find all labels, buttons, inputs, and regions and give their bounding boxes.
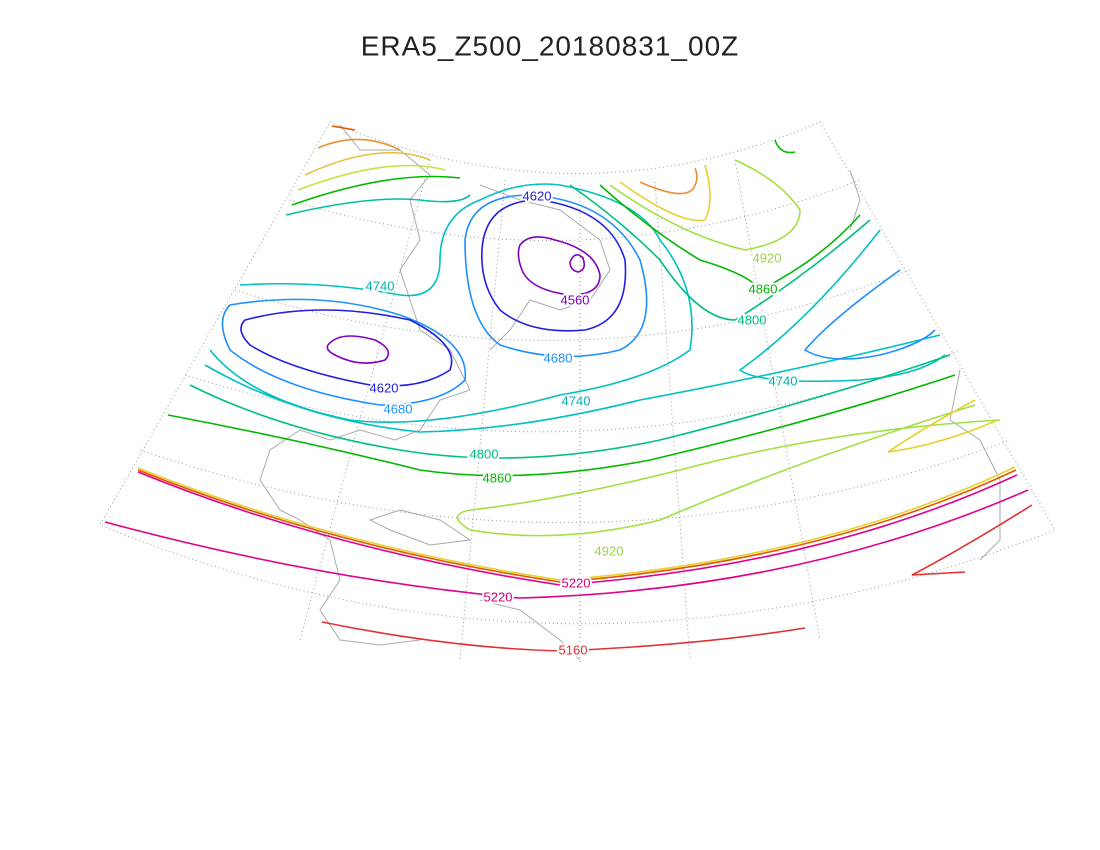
contour-line <box>285 194 471 216</box>
contour-line <box>619 164 711 222</box>
contour-label: 4920 <box>595 543 624 558</box>
contour-label: 4680 <box>384 401 413 416</box>
coastline <box>368 509 472 546</box>
meridian <box>299 159 431 641</box>
contour-line <box>599 184 861 292</box>
contour-label: 4620 <box>523 188 552 203</box>
contour-line <box>803 269 936 360</box>
contour-label: 4680 <box>544 350 573 365</box>
contour-line <box>911 504 1033 576</box>
contour-line <box>331 125 356 131</box>
contour-line <box>321 621 806 652</box>
contour-line <box>104 489 1029 599</box>
contour-label: 4800 <box>738 312 767 327</box>
contour-line <box>569 254 585 273</box>
contour-label: 4620 <box>370 380 399 395</box>
coastlines <box>259 124 1001 661</box>
contour-line <box>326 335 390 364</box>
contour-label: 5220 <box>562 575 591 590</box>
meridian <box>459 179 506 661</box>
contour-line <box>221 298 467 406</box>
contour-line <box>317 138 401 151</box>
contour-label: 5160 <box>559 642 588 657</box>
contour-line <box>456 404 1001 537</box>
contour-label: 4860 <box>749 281 778 296</box>
contour-line <box>517 236 601 296</box>
contour-line <box>569 184 871 321</box>
contour-label: 4740 <box>366 278 395 293</box>
contour-line <box>609 159 801 251</box>
contours <box>104 125 1033 652</box>
contour-line <box>189 354 951 459</box>
contour-line <box>304 151 431 176</box>
contour-label: 5220 <box>484 589 513 604</box>
contour-line <box>639 167 698 195</box>
coastline <box>849 169 1001 561</box>
map-border <box>99 121 1056 625</box>
contour-label: 4560 <box>561 292 590 307</box>
contour-line <box>240 309 453 387</box>
coastline <box>259 124 471 646</box>
contour-labels: 4620 4740 4920 4860 4560 4800 4620 4680 … <box>364 186 800 659</box>
contour-label: 4860 <box>483 470 512 485</box>
contour-line <box>167 374 956 477</box>
parallel <box>139 439 1011 524</box>
contour-label: 4800 <box>470 446 499 461</box>
contour-line <box>738 229 946 383</box>
contour-line <box>137 469 1017 583</box>
contour-line <box>204 334 941 433</box>
contour-label: 4920 <box>753 250 782 265</box>
contour-line <box>481 199 627 332</box>
contour-line <box>137 471 1018 586</box>
graticule <box>99 121 1056 665</box>
coastline <box>479 184 611 351</box>
contour-line <box>209 183 693 423</box>
contour-line <box>464 194 648 358</box>
contour-line <box>291 175 461 206</box>
contour-label: 4740 <box>562 393 591 408</box>
map-title: ERA5_Z500_20180831_00Z <box>361 30 740 61</box>
contour-line <box>137 466 1016 581</box>
parallel <box>184 349 961 433</box>
contour-label: 4740 <box>769 373 798 388</box>
contour-line <box>774 139 796 154</box>
contour-line <box>887 399 999 453</box>
contour-line <box>297 164 446 191</box>
